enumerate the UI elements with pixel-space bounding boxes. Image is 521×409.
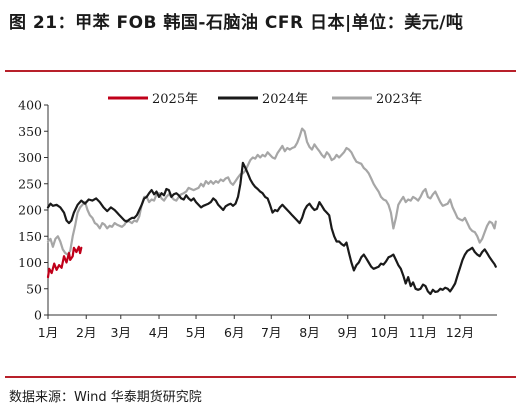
series-line-2024 xyxy=(46,161,497,296)
x-tick-label-1: 1月 xyxy=(38,325,58,340)
x-tick-label-12: 12月 xyxy=(446,325,474,340)
x-tick-label-3: 3月 xyxy=(111,325,131,340)
y-tick-label-100: 100 xyxy=(18,255,42,270)
x-tick-label-4: 4月 xyxy=(149,325,169,340)
legend-label-2024: 2024年 xyxy=(262,92,308,107)
footer-divider xyxy=(5,376,516,378)
legend-label-2025: 2025年 xyxy=(152,92,198,107)
chart-title: 图 21：甲苯 FOB 韩国-石脑油 CFR 日本|单位：美元/吨 xyxy=(9,13,464,33)
x-tick-label-7: 7月 xyxy=(261,325,281,340)
y-tick-label-300: 300 xyxy=(18,150,42,165)
y-tick-label-150: 150 xyxy=(18,229,42,244)
source-note: 数据来源：Wind 华泰期货研究院 xyxy=(9,390,202,405)
series-line-2023 xyxy=(46,127,497,256)
y-tick-label-250: 250 xyxy=(18,176,42,191)
x-tick-label-9: 9月 xyxy=(338,325,358,340)
y-tick-label-400: 400 xyxy=(18,98,42,113)
y-tick-label-200: 200 xyxy=(18,203,42,218)
x-tick-label-10: 10月 xyxy=(371,325,399,340)
x-tick-label-2: 2月 xyxy=(76,325,96,340)
y-tick-label-0: 0 xyxy=(34,308,42,323)
x-tick-label-8: 8月 xyxy=(299,325,319,340)
y-tick-label-350: 350 xyxy=(18,124,42,139)
y-tick-label-50: 50 xyxy=(26,281,42,296)
x-tick-label-11: 11月 xyxy=(409,325,437,340)
header-divider xyxy=(5,70,516,72)
series-line-2025 xyxy=(46,245,83,279)
x-tick-label-6: 6月 xyxy=(224,325,244,340)
x-tick-label-5: 5月 xyxy=(186,325,206,340)
legend-label-2023: 2023年 xyxy=(376,92,422,107)
